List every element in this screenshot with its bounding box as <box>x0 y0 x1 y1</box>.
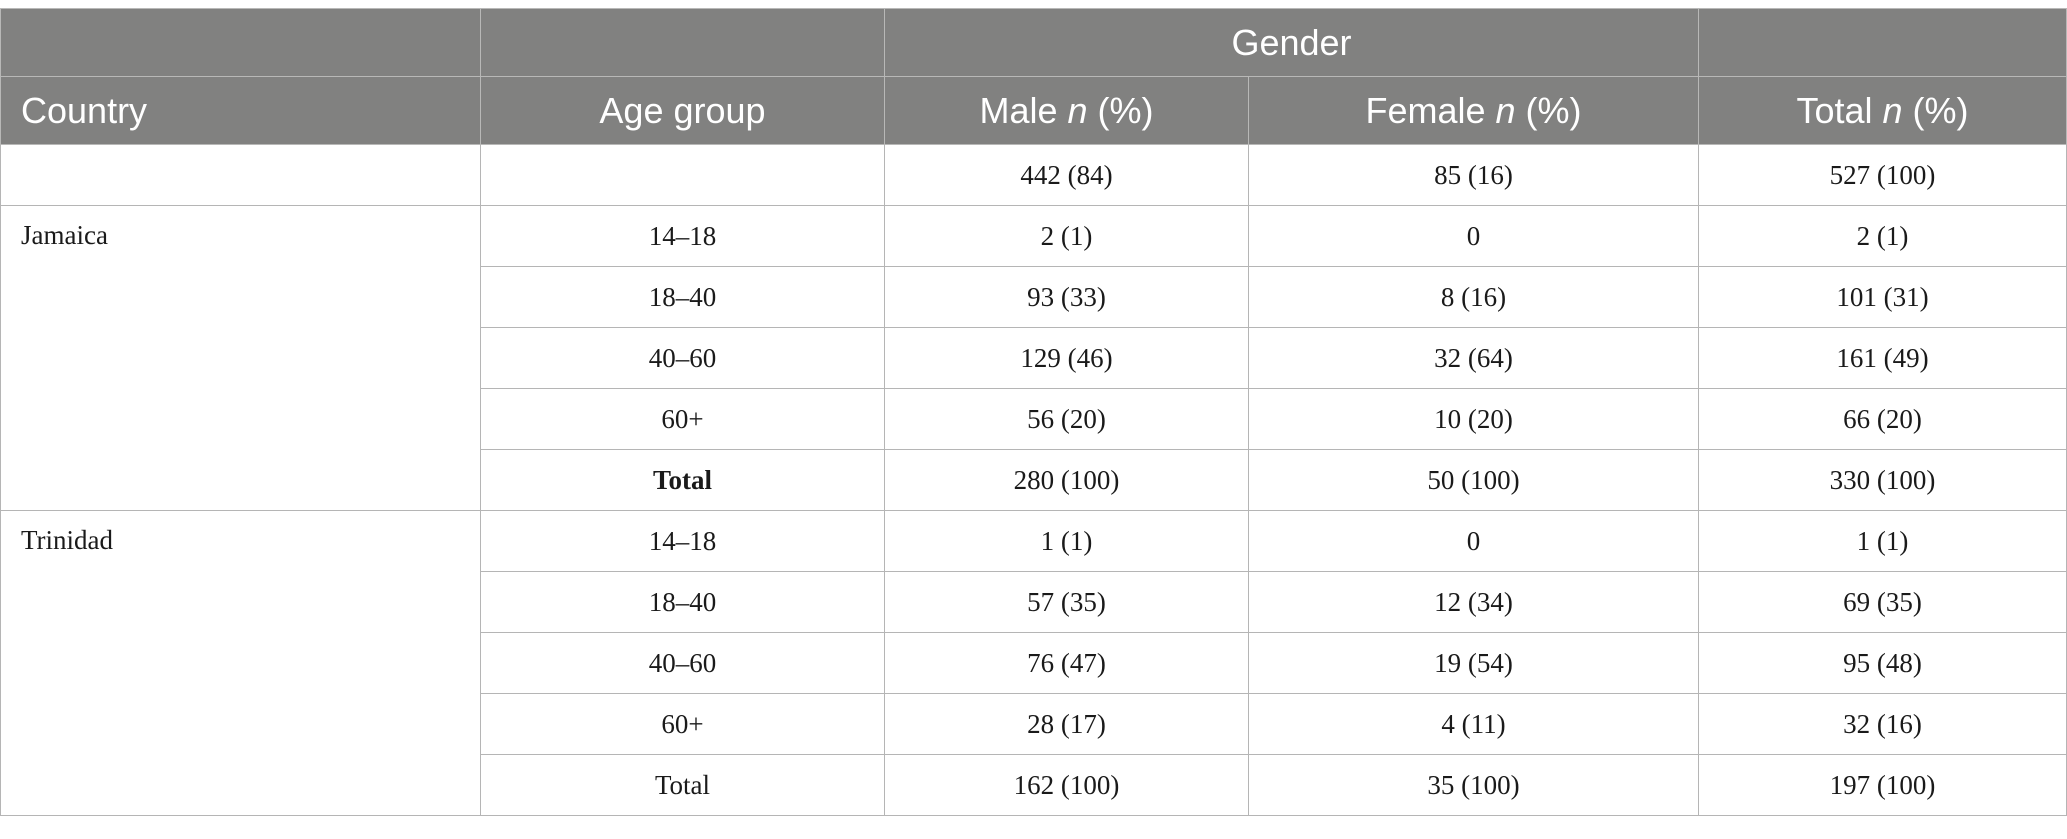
country-cell-jamaica: Jamaica <box>0 205 481 511</box>
table-cell-total: 95 (48) <box>1698 632 2067 694</box>
table-cell-age-total: Total <box>480 754 885 816</box>
table-cell-male: 57 (35) <box>884 571 1249 633</box>
table-cell <box>480 144 885 206</box>
table-cell-age: 40–60 <box>480 327 885 389</box>
header-female-n: n <box>1495 89 1516 131</box>
table-cell-age: 60+ <box>480 693 885 755</box>
table-cell-age: 14–18 <box>480 510 885 572</box>
table-cell-male: 28 (17) <box>884 693 1249 755</box>
table-row: Jamaica 14–18 2 (1) 0 2 (1) <box>0 205 2067 511</box>
table-cell-age-total: Total <box>480 449 885 511</box>
table-cell-female: 10 (20) <box>1247 388 1700 450</box>
table-cell-female: 8 (16) <box>1247 266 1700 328</box>
data-table-container: Gender Country Age group Male n (%) Fema… <box>0 8 2067 816</box>
table-cell-total: 69 (35) <box>1698 571 2067 633</box>
header-male-label: Male <box>979 89 1068 131</box>
table-cell-age: 14–18 <box>480 205 885 267</box>
table-cell-total: 101 (31) <box>1698 266 2067 328</box>
table-cell-male: 129 (46) <box>884 327 1249 389</box>
table-row-overall: 442 (84) 85 (16) 527 (100) <box>0 144 2067 206</box>
table-cell-female: 32 (64) <box>1247 327 1700 389</box>
table-row: Trinidad 14–18 1 (1) 0 1 (1) <box>0 510 2067 816</box>
table-cell-age: 18–40 <box>480 266 885 328</box>
header-total-pct: (%) <box>1902 89 1969 131</box>
header-male-n: n <box>1067 89 1088 131</box>
table-cell-female: 19 (54) <box>1247 632 1700 694</box>
table-row: 60+ 56 (20) 10 (20) 66 (20) <box>1 388 2067 450</box>
table-cell-total: 161 (49) <box>1698 327 2067 389</box>
table-cell-female: 0 <box>1247 205 1700 267</box>
header-empty-cell <box>0 8 481 77</box>
header-row-group: Gender <box>0 8 2067 77</box>
header-gender: Gender <box>883 8 1700 77</box>
table-cell-female: 50 (100) <box>1247 449 1700 511</box>
table-row: 40–60 76 (47) 19 (54) 95 (48) <box>1 632 2067 694</box>
header-total: Total n (%) <box>1698 76 2067 145</box>
country-age-gender-table: Gender Country Age group Male n (%) Fema… <box>0 8 2067 816</box>
header-male: Male n (%) <box>884 76 1249 145</box>
header-male-pct: (%) <box>1087 89 1154 131</box>
header-female: Female n (%) <box>1247 76 1700 145</box>
table-cell-total: 66 (20) <box>1698 388 2067 450</box>
table-cell-female: 0 <box>1247 510 1700 572</box>
header-total-label: Total <box>1796 89 1883 131</box>
table-cell-male: 162 (100) <box>884 754 1249 816</box>
table-row-subtotal: Total 280 (100) 50 (100) 330 (100) <box>1 449 2067 511</box>
table-cell-age: 60+ <box>480 388 885 450</box>
header-female-pct: (%) <box>1515 89 1582 131</box>
table-cell-total: 1 (1) <box>1698 510 2067 572</box>
table-cell-female: 12 (34) <box>1247 571 1700 633</box>
header-empty-cell <box>1698 8 2067 77</box>
table-cell-male: 2 (1) <box>884 205 1249 267</box>
country-cell-trinidad: Trinidad <box>0 510 481 816</box>
table-cell-male: 280 (100) <box>884 449 1249 511</box>
table-cell-male: 442 (84) <box>884 144 1249 206</box>
table-row-subtotal: Total 162 (100) 35 (100) 197 (100) <box>1 754 2067 816</box>
table-cell-male: 1 (1) <box>884 510 1249 572</box>
table-cell-total: 330 (100) <box>1698 449 2067 511</box>
table-cell-age: 40–60 <box>480 632 885 694</box>
header-row-columns: Country Age group Male n (%) Female n (%… <box>0 76 2067 145</box>
table-cell <box>0 144 481 206</box>
table-cell-total: 527 (100) <box>1698 144 2067 206</box>
header-age-group: Age group <box>480 76 885 145</box>
table-body: 442 (84) 85 (16) 527 (100) Jamaica 14–18… <box>0 144 2067 816</box>
header-country: Country <box>0 76 481 145</box>
table-cell-male: 56 (20) <box>884 388 1249 450</box>
header-empty-cell <box>480 8 885 77</box>
header-total-n: n <box>1882 89 1903 131</box>
table-cell-female: 85 (16) <box>1247 144 1700 206</box>
table-cell-total: 32 (16) <box>1698 693 2067 755</box>
table-cell-age: 18–40 <box>480 571 885 633</box>
table-cell-total: 2 (1) <box>1698 205 2067 267</box>
table-row: 18–40 57 (35) 12 (34) 69 (35) <box>1 571 2067 633</box>
table-cell-male: 76 (47) <box>884 632 1249 694</box>
table-header: Gender Country Age group Male n (%) Fema… <box>0 8 2067 145</box>
table-cell-total: 197 (100) <box>1698 754 2067 816</box>
table-cell-male: 93 (33) <box>884 266 1249 328</box>
table-row: 60+ 28 (17) 4 (11) 32 (16) <box>1 693 2067 755</box>
header-female-label: Female <box>1365 89 1496 131</box>
table-cell-female: 35 (100) <box>1247 754 1700 816</box>
table-cell-female: 4 (11) <box>1247 693 1700 755</box>
